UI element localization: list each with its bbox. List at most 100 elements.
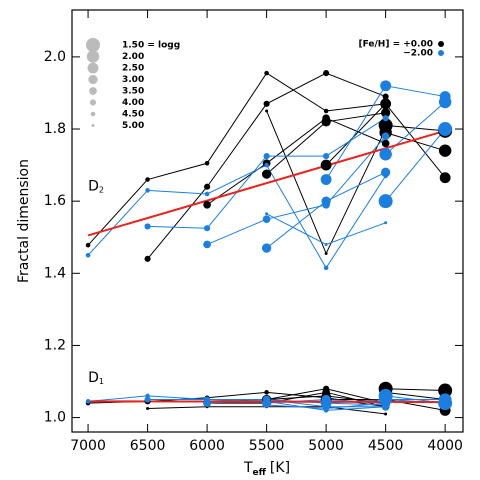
point <box>438 383 453 398</box>
track-line <box>385 132 446 152</box>
size-legend-label: 2.00 <box>122 52 144 62</box>
annotation-sub: 2 <box>99 185 104 194</box>
color-legend-label: [Fe/H] = +0.00 <box>359 40 434 50</box>
color-legend-marker <box>438 50 444 56</box>
point <box>383 173 388 179</box>
x-tick-label: 5000 <box>308 438 344 454</box>
point <box>322 200 330 209</box>
track-line <box>87 164 387 269</box>
track-line <box>88 395 386 411</box>
track-line <box>206 135 387 245</box>
point <box>203 240 211 249</box>
size-legend-marker <box>89 87 97 95</box>
y-axis-label: Fractal dimension <box>16 159 32 283</box>
annotation-main: D <box>88 179 99 195</box>
point <box>85 252 91 258</box>
point <box>384 127 388 131</box>
point <box>323 385 330 392</box>
x-tick-label: 6000 <box>189 438 225 454</box>
point <box>381 132 390 141</box>
track-line <box>266 213 386 245</box>
point <box>263 153 270 160</box>
point <box>382 115 389 122</box>
y-tick-label: 1.2 <box>44 337 66 353</box>
point <box>145 188 150 193</box>
x-tick-label: 4000 <box>427 438 463 454</box>
color-legend-marker <box>438 41 444 47</box>
size-legend-marker <box>86 38 100 52</box>
point <box>380 80 392 92</box>
point <box>439 91 451 102</box>
point <box>438 122 453 137</box>
point <box>85 399 91 404</box>
point <box>265 212 269 216</box>
point <box>384 412 388 416</box>
point <box>144 223 151 230</box>
point <box>324 407 328 411</box>
point <box>264 162 269 168</box>
size-legend-label: 1.50 = logg <box>122 41 180 51</box>
point <box>204 397 210 402</box>
y-tick-label: 2.0 <box>44 49 66 65</box>
size-legend-label: 4.50 <box>122 110 144 120</box>
track-line <box>385 128 446 202</box>
point <box>439 397 451 409</box>
point <box>381 139 390 148</box>
annotation: D2 <box>88 179 104 195</box>
point <box>323 153 330 160</box>
track-line <box>206 117 386 206</box>
track-line <box>207 391 386 408</box>
size-legend-marker <box>90 111 96 117</box>
point <box>265 403 269 407</box>
point <box>323 265 329 271</box>
point <box>144 396 151 403</box>
point <box>204 183 211 190</box>
annotation-sub: 1 <box>99 376 104 385</box>
point <box>265 109 269 113</box>
size-legend-marker <box>86 50 100 63</box>
point <box>146 407 150 411</box>
point <box>439 172 451 184</box>
x-tick-label: 5500 <box>249 438 285 454</box>
x-tick-label: 6500 <box>130 438 166 454</box>
size-legend-marker <box>88 74 98 85</box>
y-tick-label: 1.6 <box>44 193 66 209</box>
point <box>382 93 389 100</box>
point <box>320 159 332 171</box>
point <box>261 169 272 179</box>
point <box>261 243 272 253</box>
point <box>324 251 328 255</box>
track-line <box>87 72 386 246</box>
point <box>323 108 329 114</box>
x-tick-label: 7000 <box>70 438 106 454</box>
x-label-sub: eff <box>253 468 267 478</box>
y-tick-label: 1.0 <box>44 410 66 426</box>
point <box>322 114 330 123</box>
y-tick-label: 1.8 <box>44 121 66 137</box>
point <box>324 242 328 246</box>
point <box>204 225 211 232</box>
point <box>145 177 150 182</box>
track-line <box>385 391 446 401</box>
point <box>263 100 270 107</box>
point <box>144 255 151 262</box>
point <box>262 215 271 224</box>
x-tick-label: 4500 <box>368 438 404 454</box>
point <box>380 108 391 118</box>
color-legend-label: −2.00 <box>403 49 433 59</box>
point <box>384 401 388 405</box>
size-legend-label: 2.50 <box>122 64 144 74</box>
size-legend-marker <box>89 99 97 106</box>
point <box>145 393 150 399</box>
point <box>383 101 388 107</box>
plot-frame <box>71 9 464 433</box>
x-axis-label: Teff [K] <box>243 460 290 478</box>
point <box>323 70 330 77</box>
point <box>378 194 393 209</box>
size-legend-label: 3.00 <box>122 75 144 85</box>
point <box>380 167 391 177</box>
point <box>383 404 388 410</box>
size-legend-label: 3.50 <box>122 87 144 97</box>
point <box>203 200 211 209</box>
point <box>264 399 269 404</box>
